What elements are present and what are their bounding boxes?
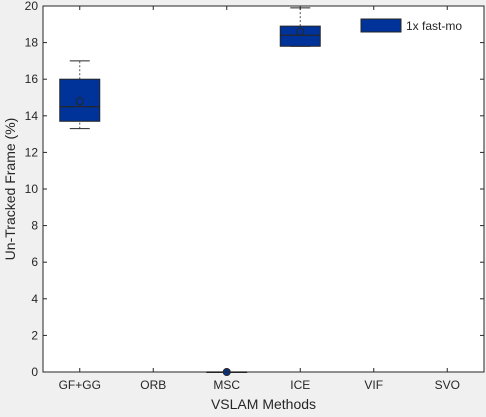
- x-axis-title: VSLAM Methods: [211, 396, 316, 412]
- legend-swatch: [360, 18, 402, 33]
- y-tick-label: 0: [31, 365, 38, 379]
- x-tick-label: ORB: [140, 378, 166, 392]
- box-iqr: [59, 78, 101, 122]
- x-tick-label: MSC: [213, 378, 240, 392]
- plot-area-frame: [42, 5, 485, 373]
- box-ice: [279, 7, 321, 47]
- x-tick-label: GF+GG: [59, 378, 101, 392]
- y-tick-label: 10: [25, 182, 39, 196]
- y-tick-label: 20: [25, 0, 39, 13]
- plot-area-background: [43, 6, 484, 372]
- y-tick-label: 18: [25, 36, 39, 50]
- legend: 1x fast-mo: [360, 18, 462, 33]
- box-iqr: [279, 25, 321, 47]
- y-tick-label: 8: [31, 219, 38, 233]
- mean-marker: [296, 27, 305, 36]
- y-tick-label: 12: [25, 145, 39, 159]
- box-gf-gg: [59, 60, 101, 130]
- y-tick-label: 16: [25, 72, 39, 86]
- x-tick-label: VIF: [364, 378, 383, 392]
- legend-label: 1x fast-mo: [406, 19, 462, 33]
- y-tick-label: 2: [31, 328, 38, 342]
- x-tick-label: SVO: [435, 378, 460, 392]
- y-axis-title: Un-Tracked Frame (%): [2, 118, 18, 261]
- x-tick-label: ICE: [290, 378, 310, 392]
- y-tick-label: 6: [31, 255, 38, 269]
- y-tick-label: 4: [31, 292, 38, 306]
- mean-marker: [75, 97, 84, 106]
- y-tick-label: 14: [25, 109, 39, 123]
